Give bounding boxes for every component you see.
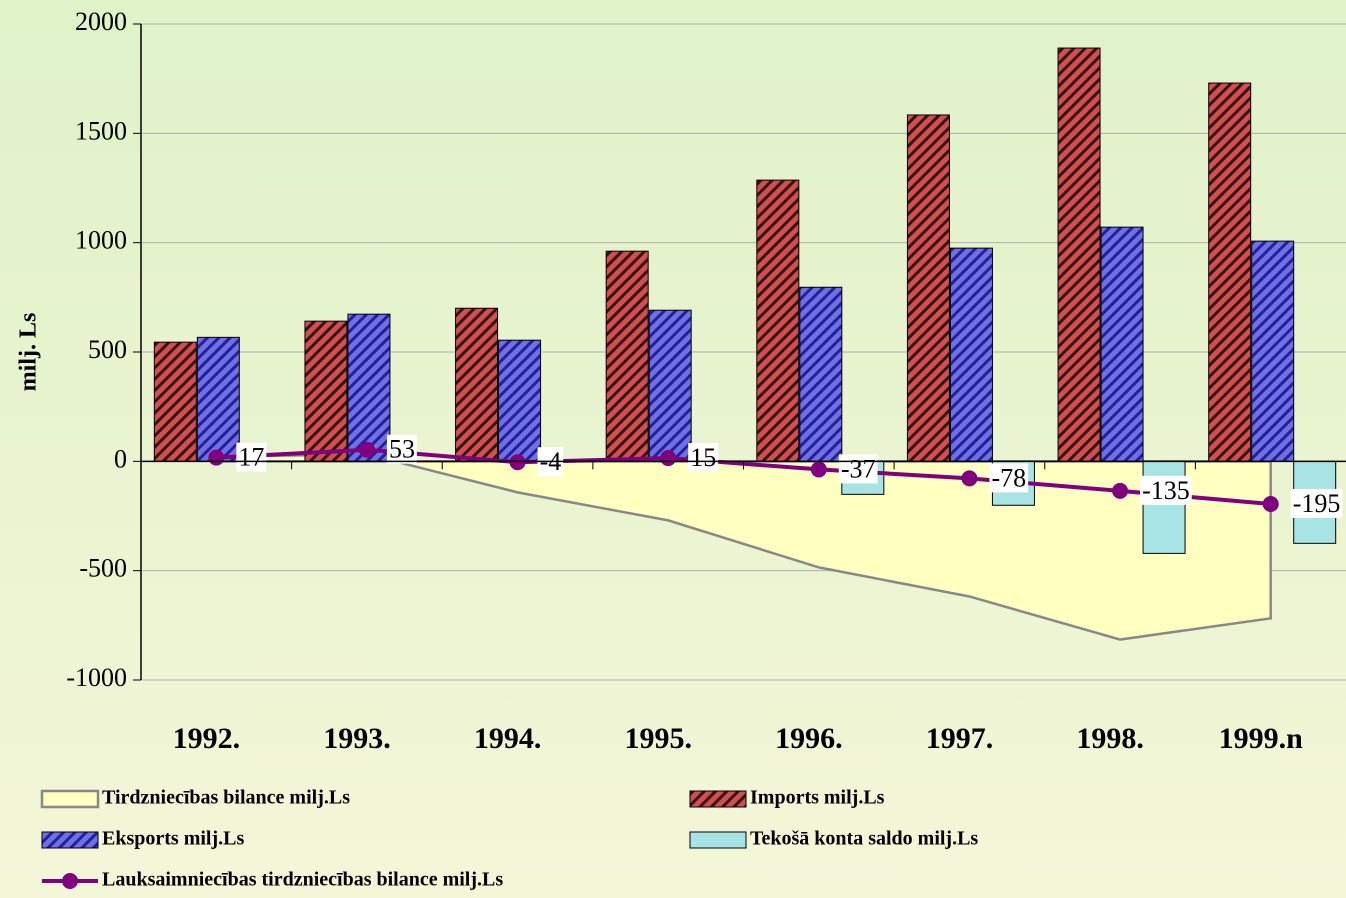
- x-tick-label: 1992.: [173, 722, 241, 755]
- bar: [455, 307, 499, 462]
- data-label: 15: [688, 443, 719, 473]
- legend-swatch: [40, 789, 100, 809]
- data-label-box: [838, 454, 878, 484]
- data-label-box: [1140, 475, 1192, 505]
- y-tick-label: 500: [88, 335, 127, 364]
- y-tick-label: -500: [79, 554, 127, 583]
- data-label-text: 15: [690, 443, 716, 472]
- marker: [509, 454, 526, 471]
- legend-label: Eksports milj.Ls: [102, 828, 244, 850]
- data-label-text: -37: [841, 454, 876, 483]
- legend-label: Tekošā konta saldo milj.Ls: [750, 828, 978, 850]
- data-label: -195: [1290, 488, 1343, 518]
- marker: [208, 449, 225, 466]
- data-label-text: -78: [991, 463, 1026, 492]
- bar: [799, 286, 843, 462]
- data-label-text: -195: [1293, 489, 1341, 518]
- y-axis-label: milj. Ls: [16, 313, 42, 392]
- legend-swatch: [62, 873, 78, 889]
- x-tick-label: 1998.: [1076, 722, 1144, 755]
- data-label-text: 53: [389, 435, 415, 464]
- y-tick-label: 2000: [75, 7, 127, 36]
- legend-label: Imports milj.Ls: [750, 787, 885, 809]
- data-label-box: [688, 443, 719, 473]
- y-tick-label: 1000: [75, 226, 127, 255]
- bar: [906, 114, 950, 462]
- bar: [756, 179, 800, 462]
- data-label: 53: [386, 434, 417, 464]
- bar: [1251, 240, 1295, 462]
- bar: [196, 336, 240, 462]
- bar: [949, 247, 993, 462]
- legend-swatch: [689, 831, 747, 849]
- y-tick-label: -1000: [66, 663, 127, 692]
- marker: [1262, 495, 1279, 512]
- marker: [961, 470, 978, 487]
- bar: [1057, 47, 1101, 462]
- y-tick-label: 1500: [75, 116, 127, 145]
- legend-swatch: [41, 831, 99, 849]
- data-label: 17: [236, 442, 267, 472]
- marker: [1112, 482, 1129, 499]
- data-label-text: 17: [238, 443, 264, 472]
- data-label: -37: [838, 454, 878, 484]
- x-tick-label: 1995.: [624, 722, 692, 755]
- marker: [810, 461, 827, 478]
- y-tick-label: 0: [114, 444, 127, 473]
- bar: [1100, 226, 1144, 462]
- legend-label: Tirdzniecības bilance milj.Ls: [102, 787, 350, 809]
- marker: [660, 450, 677, 467]
- bar: [1208, 82, 1252, 462]
- data-label-box: [989, 463, 1029, 493]
- data-label-box: [1290, 488, 1343, 518]
- bar: [648, 309, 692, 462]
- bar: [498, 339, 542, 462]
- marker: [358, 441, 375, 458]
- data-label-text: -135: [1142, 476, 1190, 505]
- bar: [304, 320, 348, 462]
- x-tick-label: 1996.: [775, 722, 843, 755]
- bar: [153, 341, 197, 462]
- data-label: -135: [1140, 475, 1192, 505]
- x-tick-label: 1997.: [926, 722, 994, 755]
- data-label-box: [236, 442, 267, 472]
- data-label-box: [386, 434, 417, 464]
- legend-swatch: [689, 790, 747, 808]
- data-label: -78: [989, 463, 1029, 493]
- bar: [605, 250, 649, 462]
- bar: [347, 313, 391, 462]
- x-tick-label: 1993.: [323, 722, 391, 755]
- x-tick-label: 1994.: [474, 722, 542, 755]
- legend-label: Lauksaimniecības tirdzniecības bilance m…: [102, 869, 503, 891]
- x-tick-label: 1999.n: [1219, 722, 1304, 755]
